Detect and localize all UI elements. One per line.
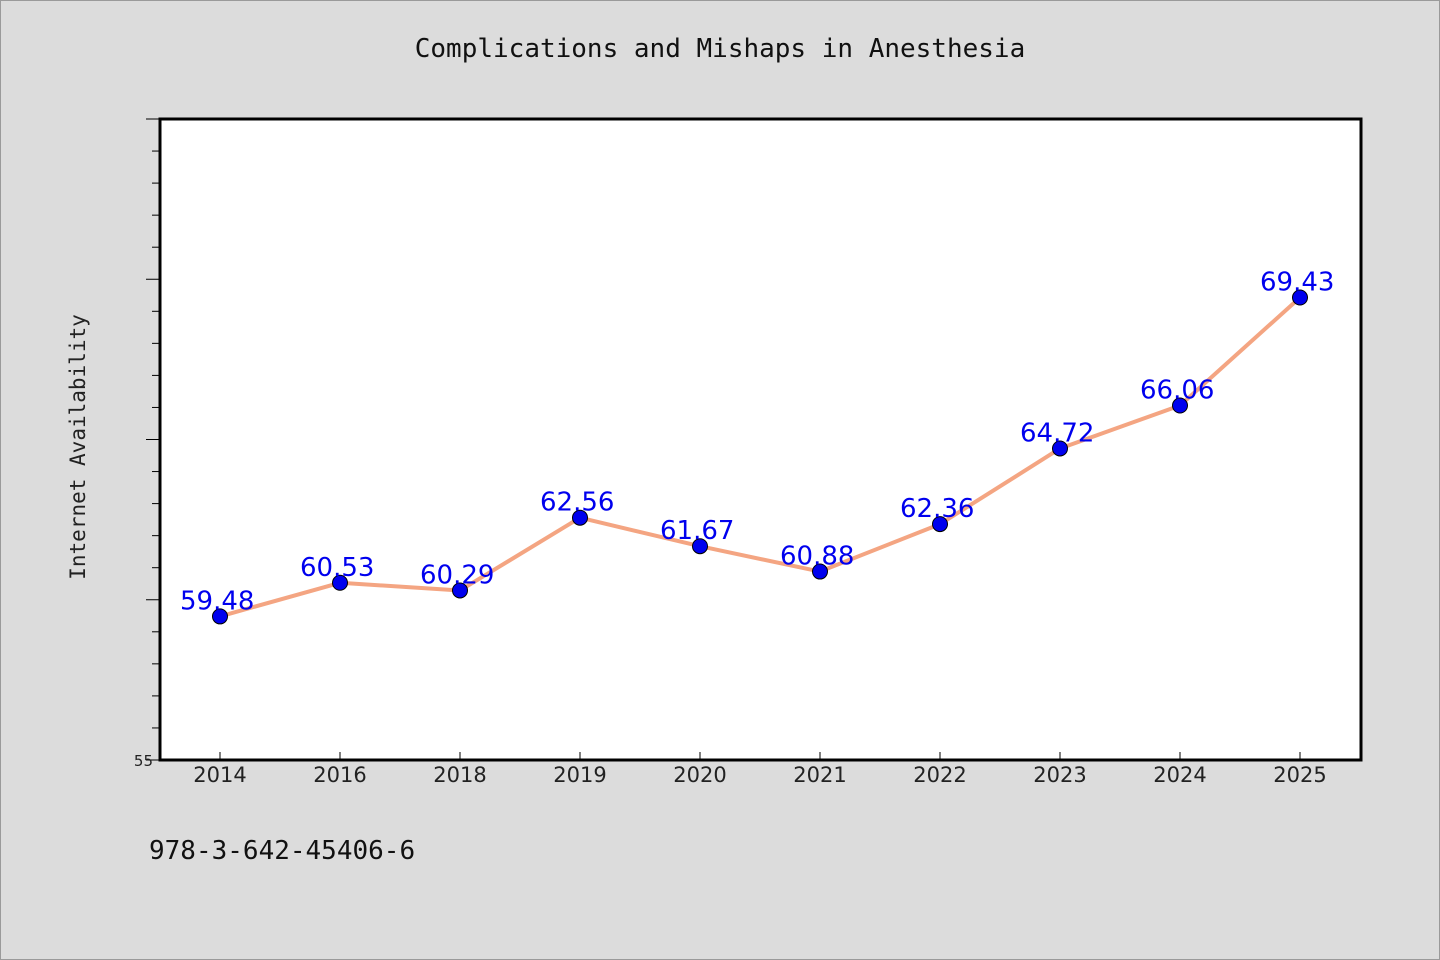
x-tick-label: 2022 <box>913 763 966 787</box>
y-tick-label: 55 <box>134 752 153 770</box>
data-label: 64.72 <box>1020 418 1094 448</box>
y-tick-labels: 55 <box>134 752 153 770</box>
x-tick-label: 2025 <box>1273 763 1326 787</box>
x-tick-label: 2014 <box>193 763 246 787</box>
x-tick-label: 2020 <box>673 763 726 787</box>
data-point <box>812 563 828 580</box>
isbn-text: 978-3-642-45406-6 <box>149 836 416 866</box>
x-tick-label: 2016 <box>313 763 366 787</box>
data-label: 60.29 <box>420 560 494 590</box>
data-point <box>452 582 468 599</box>
x-tick-label: 2021 <box>793 763 846 787</box>
data-labels: 59.48 60.53 60.29 62.56 61.67 60.88 62.36 64.72… <box>180 268 1334 617</box>
data-label: 66.06 <box>1140 376 1214 406</box>
data-point <box>1052 440 1068 457</box>
data-label: 60.88 <box>780 542 854 572</box>
data-label: 59.48 <box>180 586 254 616</box>
series-line-group <box>219 296 1302 619</box>
x-tick-label: 2023 <box>1033 763 1086 787</box>
data-label: 69.43 <box>1260 268 1334 298</box>
data-point <box>1292 289 1308 306</box>
data-label: 62.56 <box>540 488 614 518</box>
data-label: 62.36 <box>900 494 974 524</box>
chart-title: Complications and Mishaps in Anesthesia <box>414 34 1026 64</box>
x-tick-labels: 2014 2016 2018 2019 2020 2021 2022 2023 2024 2025 <box>193 763 1326 787</box>
data-point <box>212 608 228 625</box>
data-label: 60.53 <box>300 553 374 583</box>
x-tick-label: 2019 <box>553 763 606 787</box>
data-point <box>692 538 708 555</box>
data-point <box>1172 397 1188 414</box>
data-label: 61.67 <box>660 516 734 546</box>
x-tick-label: 2018 <box>433 763 486 787</box>
data-point <box>932 516 948 533</box>
series-markers <box>212 289 1308 625</box>
axis-ticks <box>146 118 1301 761</box>
plot-area <box>158 117 1363 762</box>
data-point <box>572 509 588 526</box>
series-line <box>219 296 1302 619</box>
data-point <box>332 574 348 591</box>
x-tick-label: 2024 <box>1153 763 1206 787</box>
